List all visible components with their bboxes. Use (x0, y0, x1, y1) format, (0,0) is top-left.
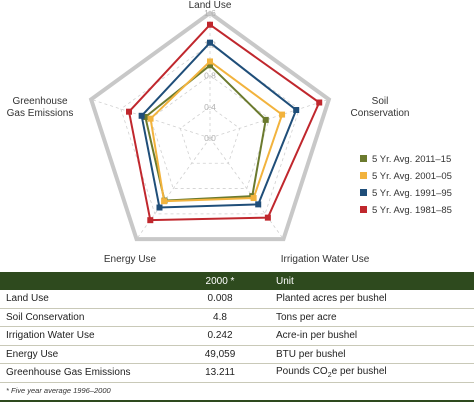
legend-swatch-2011-15 (360, 155, 367, 162)
table-row: Soil Conservation 4.8 Tons per acre (0, 308, 474, 327)
table-header-unit: Unit (270, 272, 474, 290)
series-point (147, 115, 154, 122)
table-cell-unit: Tons per acre (270, 308, 474, 327)
table-row: Energy Use 49,059 BTU per bushel (0, 345, 474, 364)
series-point (264, 214, 271, 221)
series-point (207, 21, 213, 28)
bottom-rule (0, 400, 474, 402)
series-point (156, 204, 163, 211)
axis-label-irrigation: Irrigation Water Use (281, 254, 370, 265)
radar-chart: 0.00.40.81.21.6 Land Use Soil Conservati… (7, 0, 452, 265)
table-cell-unit: Pounds CO2e per bushel (270, 363, 474, 383)
legend-swatch-1991-95 (360, 189, 367, 196)
legend: 5 Yr. Avg. 2011–15 5 Yr. Avg. 2001–05 5 … (360, 154, 452, 216)
table-row: Land Use 0.008 Planted acres per bushel (0, 290, 474, 309)
table-cell-unit: Acre-in per bushel (270, 326, 474, 346)
axis-label-ghg-2: Gas Emissions (7, 108, 74, 119)
table-cell-unit: Planted acres per bushel (270, 290, 474, 309)
grid-outer-ring (88, 10, 332, 242)
legend-swatch-1981-85 (360, 206, 367, 213)
radar-grid (88, 10, 332, 242)
series-point (250, 195, 257, 202)
series-line (144, 64, 267, 202)
grid-ring (150, 75, 270, 189)
legend-label-2011-15: 5 Yr. Avg. 2011–15 (372, 154, 451, 165)
axis-label-soil-conservation-2: Conservation (351, 108, 410, 119)
table-row: Greenhouse Gas Emissions 13.211 Pounds C… (0, 363, 474, 383)
tick-label: 0.0 (204, 133, 216, 143)
series-point (138, 112, 145, 119)
table-row: Irrigation Water Use 0.242 Acre-in per b… (0, 326, 474, 346)
unit-text-pre: Pounds CO (276, 366, 328, 378)
series-point (293, 106, 300, 113)
tick-label: 1.6 (204, 8, 216, 18)
metrics-table-section: 2000 * Unit Land Use 0.008 Planted acres… (0, 272, 474, 404)
table-cell-value: 49,059 (170, 345, 270, 364)
unit-text-post: e per bushel (331, 366, 387, 378)
series-point (279, 111, 286, 118)
table-header-year: 2000 * (170, 272, 270, 290)
series-point (161, 198, 168, 205)
legend-swatch-2001-05 (360, 172, 367, 179)
axis-label-soil-conservation-1: Soil (372, 96, 389, 107)
radar-series (126, 21, 323, 224)
series-point (147, 217, 154, 224)
grid-spoke (209, 137, 284, 240)
series-point (207, 62, 213, 69)
table-header-row: 2000 * Unit (0, 272, 474, 290)
table-cell-metric: Energy Use (0, 345, 170, 364)
series-point (262, 116, 269, 123)
tick-label: 0.4 (204, 102, 216, 112)
table-cell-value: 4.8 (170, 308, 270, 327)
table-cell-value: 0.242 (170, 326, 270, 346)
grid-ring (120, 43, 300, 215)
grid-spoke (209, 98, 330, 139)
axis-label-ghg-1: Greenhouse (12, 96, 67, 107)
series-point (126, 108, 133, 115)
series-point (207, 58, 213, 65)
axis-label-land-use: Land Use (189, 0, 232, 11)
axis-label-energy-use: Energy Use (104, 254, 157, 265)
tick-label: 0.8 (204, 71, 216, 81)
series-line (127, 23, 321, 222)
legend-label-1981-85: 5 Yr. Avg. 1981–85 (372, 205, 452, 216)
series-point (207, 39, 213, 46)
legend-label-2001-05: 5 Yr. Avg. 2001–05 (372, 171, 452, 182)
grid-ring (179, 106, 241, 164)
legend-label-1991-95: 5 Yr. Avg. 1991–95 (372, 188, 452, 199)
series-line (140, 41, 298, 209)
table-footnote: * Five year average 1996–2000 (6, 385, 111, 395)
series-point (142, 113, 149, 120)
table-cell-metric: Soil Conservation (0, 308, 170, 327)
table-cell-metric: Greenhouse Gas Emissions (0, 363, 170, 383)
table-cell-metric: Land Use (0, 290, 170, 309)
series-line (149, 60, 284, 203)
unit-subscript: 2 (327, 372, 332, 380)
metrics-table: 2000 * Unit Land Use 0.008 Planted acres… (0, 272, 474, 383)
table-cell-value: 13.211 (170, 363, 270, 383)
series-point (255, 201, 262, 208)
table-cell-value: 0.008 (170, 290, 270, 309)
table-cell-unit: BTU per bushel (270, 345, 474, 364)
series-point (316, 99, 323, 106)
table-cell-metric: Irrigation Water Use (0, 326, 170, 346)
table-header-metric (0, 272, 170, 290)
